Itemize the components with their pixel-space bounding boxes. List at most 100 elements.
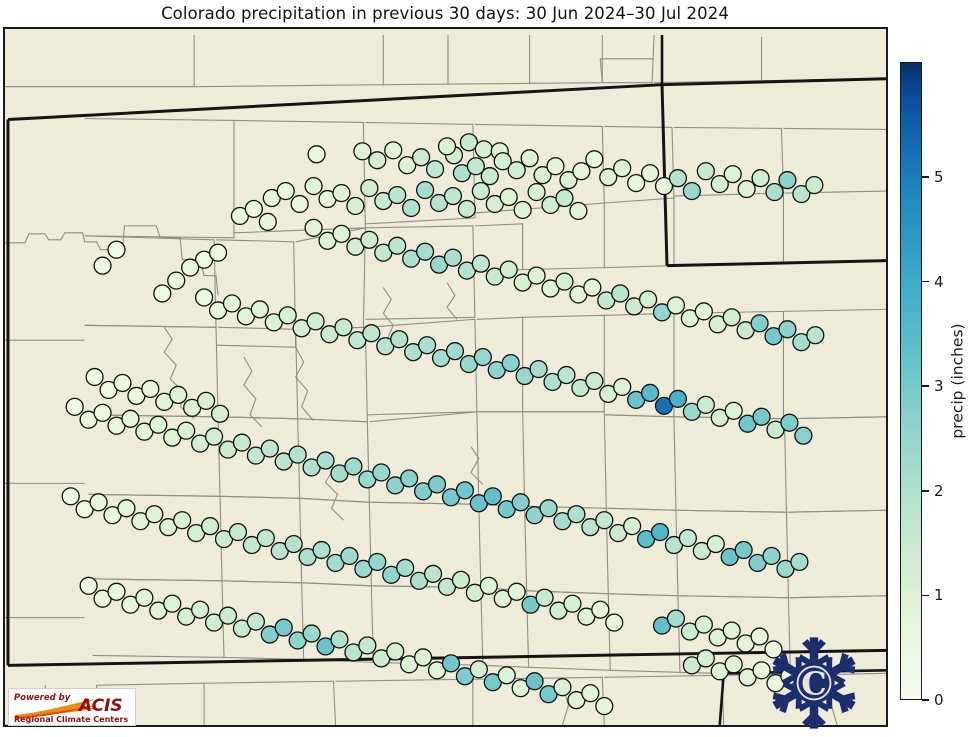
station-marker[interactable] xyxy=(153,284,172,303)
station-marker[interactable] xyxy=(553,678,572,697)
station-marker[interactable] xyxy=(276,181,295,201)
station-marker[interactable] xyxy=(696,162,715,181)
station-marker[interactable] xyxy=(413,648,433,667)
station-marker[interactable] xyxy=(459,133,479,152)
station-marker[interactable] xyxy=(466,157,485,176)
station-marker[interactable] xyxy=(390,330,409,349)
station-marker[interactable] xyxy=(353,142,372,161)
station-marker[interactable] xyxy=(778,320,797,339)
station-marker[interactable] xyxy=(232,433,252,452)
station-marker[interactable] xyxy=(417,336,437,355)
station-marker[interactable] xyxy=(360,230,379,249)
station-marker[interactable] xyxy=(623,517,642,536)
station-marker[interactable] xyxy=(218,606,238,625)
station-marker[interactable] xyxy=(654,176,674,196)
station-marker[interactable] xyxy=(780,413,799,432)
station-marker[interactable] xyxy=(724,655,743,674)
station-marker[interactable] xyxy=(572,162,591,181)
station-marker[interactable] xyxy=(93,256,112,275)
station-marker[interactable] xyxy=(260,439,279,458)
station-marker[interactable] xyxy=(599,168,618,187)
station-marker[interactable] xyxy=(443,248,463,267)
station-marker[interactable] xyxy=(499,187,518,207)
station-marker[interactable] xyxy=(722,308,741,327)
station-marker[interactable] xyxy=(360,178,379,198)
station-marker[interactable] xyxy=(258,212,277,231)
station-marker[interactable] xyxy=(451,570,471,589)
station-marker[interactable] xyxy=(513,200,532,220)
station-marker[interactable] xyxy=(613,377,632,397)
station-marker[interactable] xyxy=(535,588,554,607)
station-marker[interactable] xyxy=(507,161,526,180)
station-marker[interactable] xyxy=(79,576,98,595)
station-marker[interactable] xyxy=(65,397,84,416)
station-marker[interactable] xyxy=(307,145,326,164)
station-marker[interactable] xyxy=(591,600,610,619)
station-marker[interactable] xyxy=(415,242,435,261)
station-marker[interactable] xyxy=(611,284,630,303)
station-marker[interactable] xyxy=(750,314,769,333)
station-marker[interactable] xyxy=(135,588,154,607)
acis-logo[interactable]: Powered by ACIS Regional Climate Centers xyxy=(8,688,136,726)
station-marker[interactable] xyxy=(400,469,419,488)
station-marker[interactable] xyxy=(471,181,490,201)
station-marker[interactable] xyxy=(605,613,624,632)
station-marker[interactable] xyxy=(278,306,297,325)
station-marker[interactable] xyxy=(668,389,688,408)
station-marker[interactable] xyxy=(388,185,407,205)
station-marker[interactable] xyxy=(368,552,387,572)
station-marker[interactable] xyxy=(402,198,421,218)
station-marker[interactable] xyxy=(752,407,771,426)
station-marker[interactable] xyxy=(316,451,335,470)
station-marker[interactable] xyxy=(443,186,463,206)
station-marker[interactable] xyxy=(539,499,558,518)
station-marker[interactable] xyxy=(507,582,526,601)
station-marker[interactable] xyxy=(638,290,658,309)
station-marker[interactable] xyxy=(581,684,600,703)
station-marker[interactable] xyxy=(368,151,387,170)
station-marker[interactable] xyxy=(483,487,502,506)
station-marker[interactable] xyxy=(228,523,248,542)
station-marker[interactable] xyxy=(167,271,186,290)
station-marker[interactable] xyxy=(427,475,447,494)
station-marker[interactable] xyxy=(764,640,783,659)
station-marker[interactable] xyxy=(706,534,725,554)
station-marker[interactable] xyxy=(107,240,126,259)
station-marker[interactable] xyxy=(569,201,588,221)
station-marker[interactable] xyxy=(678,528,698,548)
station-marker[interactable] xyxy=(250,300,269,319)
station-marker[interactable] xyxy=(284,534,303,554)
station-marker[interactable] xyxy=(666,609,686,628)
station-marker[interactable] xyxy=(107,582,126,601)
station-marker[interactable] xyxy=(479,576,498,595)
station-marker[interactable] xyxy=(208,243,228,262)
station-marker[interactable] xyxy=(737,179,756,199)
station-marker[interactable] xyxy=(340,546,359,566)
station-marker[interactable] xyxy=(61,487,80,506)
station-marker[interactable] xyxy=(650,523,670,542)
station-marker[interactable] xyxy=(304,176,323,196)
station-marker[interactable] xyxy=(330,630,349,649)
station-marker[interactable] xyxy=(396,558,415,578)
station-marker[interactable] xyxy=(425,160,445,179)
station-marker[interactable] xyxy=(306,312,325,331)
station-marker[interactable] xyxy=(696,395,715,414)
station-marker[interactable] xyxy=(724,401,743,420)
station-marker[interactable] xyxy=(557,365,576,385)
station-marker[interactable] xyxy=(469,660,488,679)
climate-center-snowflake-logo[interactable]: C xyxy=(767,636,861,730)
station-marker[interactable] xyxy=(499,260,518,279)
station-marker[interactable] xyxy=(520,149,539,168)
station-marker[interactable] xyxy=(304,218,323,237)
station-marker[interactable] xyxy=(806,326,825,345)
station-marker[interactable] xyxy=(792,184,811,204)
station-marker[interactable] xyxy=(533,166,552,185)
station-marker[interactable] xyxy=(511,493,530,512)
station-marker[interactable] xyxy=(694,302,713,321)
station-marker[interactable] xyxy=(312,540,331,560)
station-marker[interactable] xyxy=(141,379,160,399)
station-marker[interactable] xyxy=(332,224,351,243)
station-marker[interactable] xyxy=(194,288,214,307)
map-canvas[interactable] xyxy=(3,27,888,727)
station-marker[interactable] xyxy=(682,181,701,201)
